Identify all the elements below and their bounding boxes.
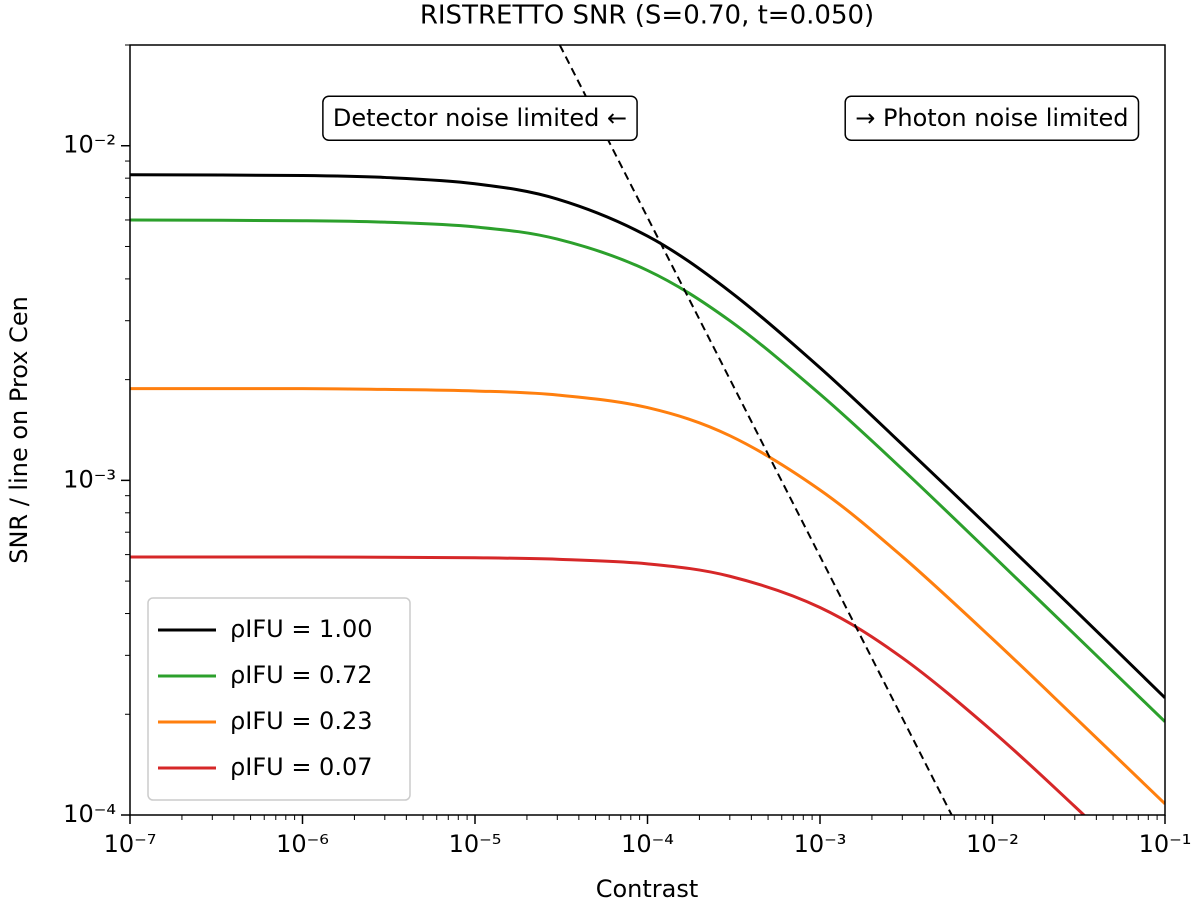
- plot-frame: [129, 44, 1166, 816]
- legend-label: ρIFU = 0.07: [230, 753, 373, 781]
- series-line: [130, 218, 1165, 723]
- y-tick-label: 10⁻⁴: [63, 800, 116, 828]
- series-line: [130, 555, 1087, 815]
- x-axis-label: Contrast: [596, 875, 699, 903]
- y-axis-label: SNR / line on Prox Cen: [5, 296, 33, 564]
- series-line: [130, 173, 1165, 699]
- legend-box: [147, 597, 411, 801]
- x-tick-label: 10⁻¹: [1139, 830, 1192, 858]
- annotation: → Photon noise limited: [855, 104, 1128, 132]
- plot-area: [130, 45, 1165, 815]
- annotation-box: [322, 95, 638, 141]
- series-line: [130, 387, 1165, 805]
- boundary-line: [558, 45, 953, 815]
- annotation: Detector noise limited ←: [333, 104, 627, 132]
- x-tick-label: 10⁻⁴: [621, 830, 674, 858]
- y-tick-label: 10⁻³: [63, 465, 116, 493]
- legend-label: ρIFU = 1.00: [230, 615, 373, 643]
- x-tick-label: 10⁻⁷: [104, 830, 157, 858]
- x-tick-label: 10⁻⁵: [449, 830, 502, 858]
- x-tick-label: 10⁻²: [966, 830, 1019, 858]
- x-tick-label: 10⁻⁶: [276, 830, 329, 858]
- legend-label: ρIFU = 0.72: [230, 661, 373, 689]
- legend-label: ρIFU = 0.23: [230, 707, 373, 735]
- chart-title: RISTRETTO SNR (S=0.70, t=0.050): [420, 1, 874, 31]
- y-tick-label: 10⁻²: [63, 131, 116, 159]
- x-tick-label: 10⁻³: [794, 830, 847, 858]
- annotation-box: [844, 95, 1140, 141]
